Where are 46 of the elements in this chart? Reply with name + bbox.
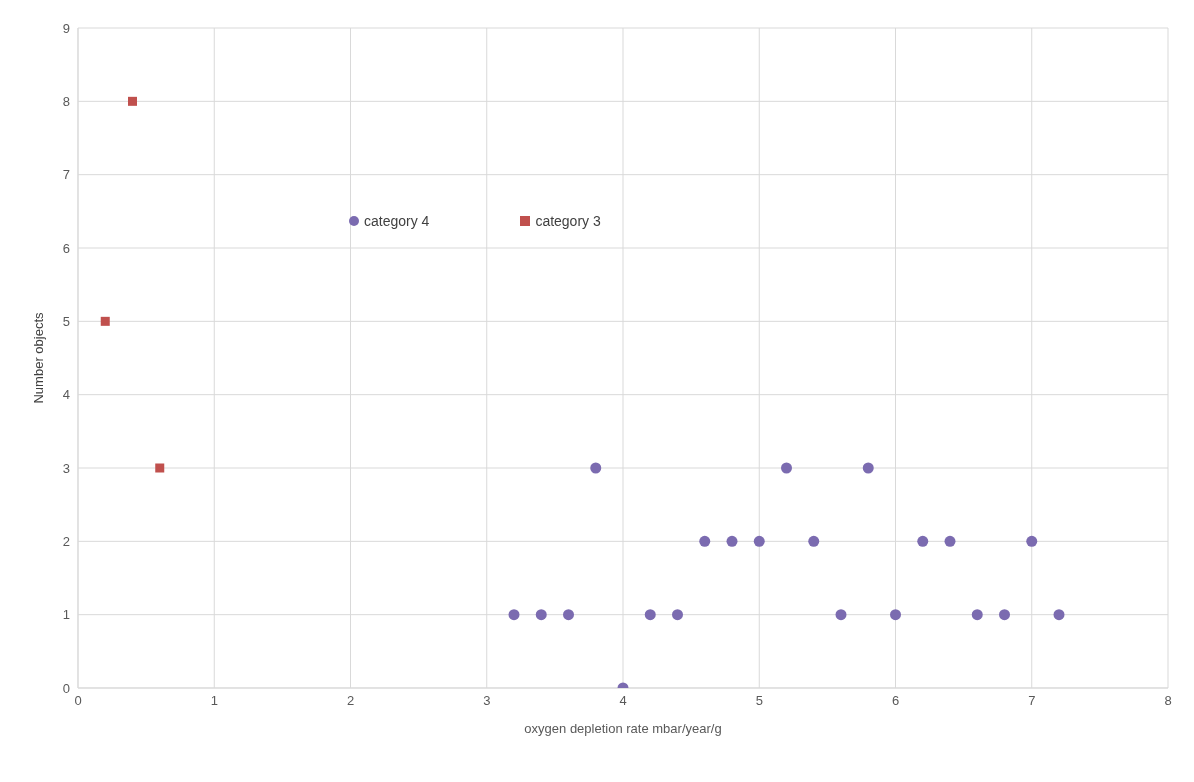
x-tick-label: 2	[346, 693, 355, 709]
point	[835, 609, 847, 621]
point	[155, 463, 165, 473]
x-tick-label: 0	[74, 693, 82, 709]
x-tick-label: 7	[1028, 693, 1036, 709]
point	[890, 609, 901, 621]
x-tick-label: 5	[755, 693, 763, 709]
y-tick-label: 4	[62, 387, 70, 403]
point	[971, 609, 983, 621]
y-tick-label: 3	[62, 460, 70, 476]
point	[535, 609, 547, 621]
point	[672, 609, 683, 621]
point	[753, 535, 765, 547]
point	[726, 535, 738, 547]
legend-label: category 4	[364, 213, 430, 229]
point	[944, 535, 956, 547]
point	[699, 535, 711, 547]
y-tick-label: 2	[62, 533, 70, 549]
point	[128, 96, 137, 106]
x-tick-label: 8	[1164, 693, 1172, 709]
point	[590, 462, 602, 474]
y-axis-title: Number objects	[30, 311, 46, 404]
x-tick-label: 6	[891, 693, 900, 709]
x-tick-label: 3	[483, 693, 491, 709]
y-tick-label: 5	[62, 313, 70, 329]
y-tick-label: 0	[62, 680, 70, 696]
point	[644, 609, 656, 621]
point	[563, 609, 574, 621]
point	[862, 462, 874, 474]
point	[508, 609, 520, 621]
x-axis-title: oxygen depletion rate mbar/year/g	[524, 721, 722, 736]
x-tick-label: 4	[619, 693, 627, 709]
y-tick-label: 9	[62, 20, 70, 36]
point	[808, 535, 820, 547]
point	[781, 462, 792, 474]
x-tick-label: 1	[210, 693, 218, 709]
legend-label: category 3	[535, 213, 601, 229]
y-tick-label: 1	[62, 607, 70, 623]
point	[917, 535, 929, 547]
point	[1053, 609, 1065, 621]
point	[1026, 535, 1038, 547]
point	[100, 316, 110, 326]
y-tick-label: 8	[62, 93, 70, 109]
y-tick-label: 6	[62, 240, 70, 256]
y-tick-label: 7	[62, 167, 70, 183]
point	[999, 609, 1010, 621]
